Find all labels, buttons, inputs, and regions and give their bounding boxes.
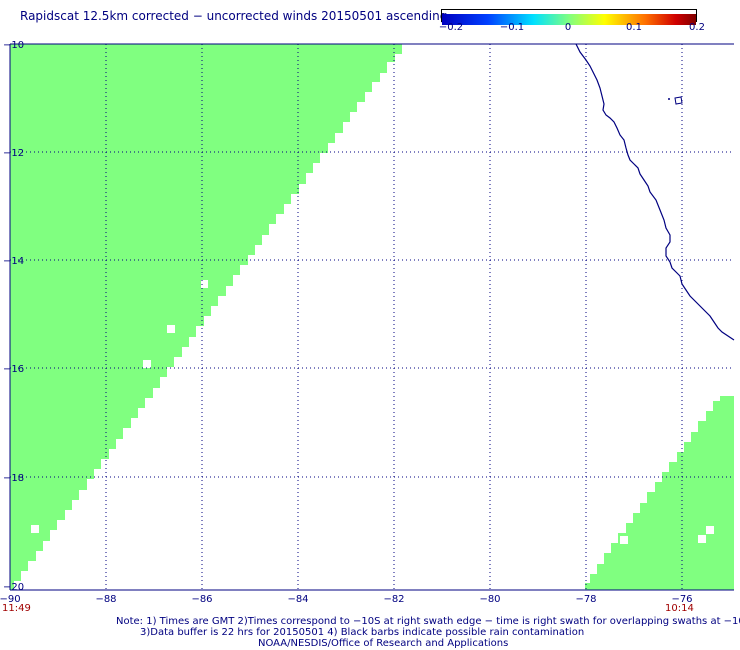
lat-label: −10 — [3, 40, 24, 51]
colorbar-tick: 0.1 — [626, 22, 642, 33]
data-gap — [143, 360, 151, 368]
island — [674, 96, 683, 105]
lon-label: −78 — [575, 594, 596, 605]
lon-label: −86 — [191, 594, 212, 605]
swath-east — [585, 396, 734, 590]
coastline — [575, 43, 735, 341]
lon-label: −90 — [0, 594, 21, 605]
note-line: Note: 1) Times are GMT 2)Times correspon… — [116, 616, 740, 627]
colorbar-tick: 0.2 — [689, 22, 705, 33]
swath-time-label: 10:14 — [665, 603, 694, 614]
lon-label: −82 — [383, 594, 404, 605]
data-gap — [698, 535, 706, 543]
colorbar-tick: 0 — [564, 22, 572, 33]
gridlines — [10, 44, 734, 590]
lon-label: −84 — [287, 594, 308, 605]
data-gap — [706, 526, 714, 534]
data-gap — [167, 325, 175, 333]
lat-label: −18 — [3, 473, 24, 484]
note-line: NOAA/NESDIS/Office of Research and Appli… — [258, 638, 509, 649]
lon-label: −80 — [479, 594, 500, 605]
colorbar-tick: −0.1 — [499, 22, 525, 33]
note-line: 3)Data buffer is 22 hrs for 20150501 4) … — [140, 627, 585, 638]
swath-west — [10, 44, 402, 590]
lat-label: −20 — [3, 582, 24, 593]
data-gap — [620, 536, 628, 544]
lat-label: −16 — [3, 364, 24, 375]
colorbar-gradient — [442, 14, 696, 25]
map-title: Rapidscat 12.5km corrected − uncorrected… — [20, 9, 448, 23]
data-gap — [31, 525, 39, 533]
lat-label: −14 — [3, 256, 24, 267]
lon-label: −88 — [95, 594, 116, 605]
lat-label: −12 — [3, 148, 24, 159]
data-gap — [201, 280, 208, 288]
island — [668, 98, 670, 100]
lon-label: −76 — [671, 594, 692, 605]
swath-time-label: 11:49 — [2, 603, 31, 614]
colorbar-tick: −0.2 — [438, 22, 464, 33]
colorbar — [441, 9, 697, 25]
